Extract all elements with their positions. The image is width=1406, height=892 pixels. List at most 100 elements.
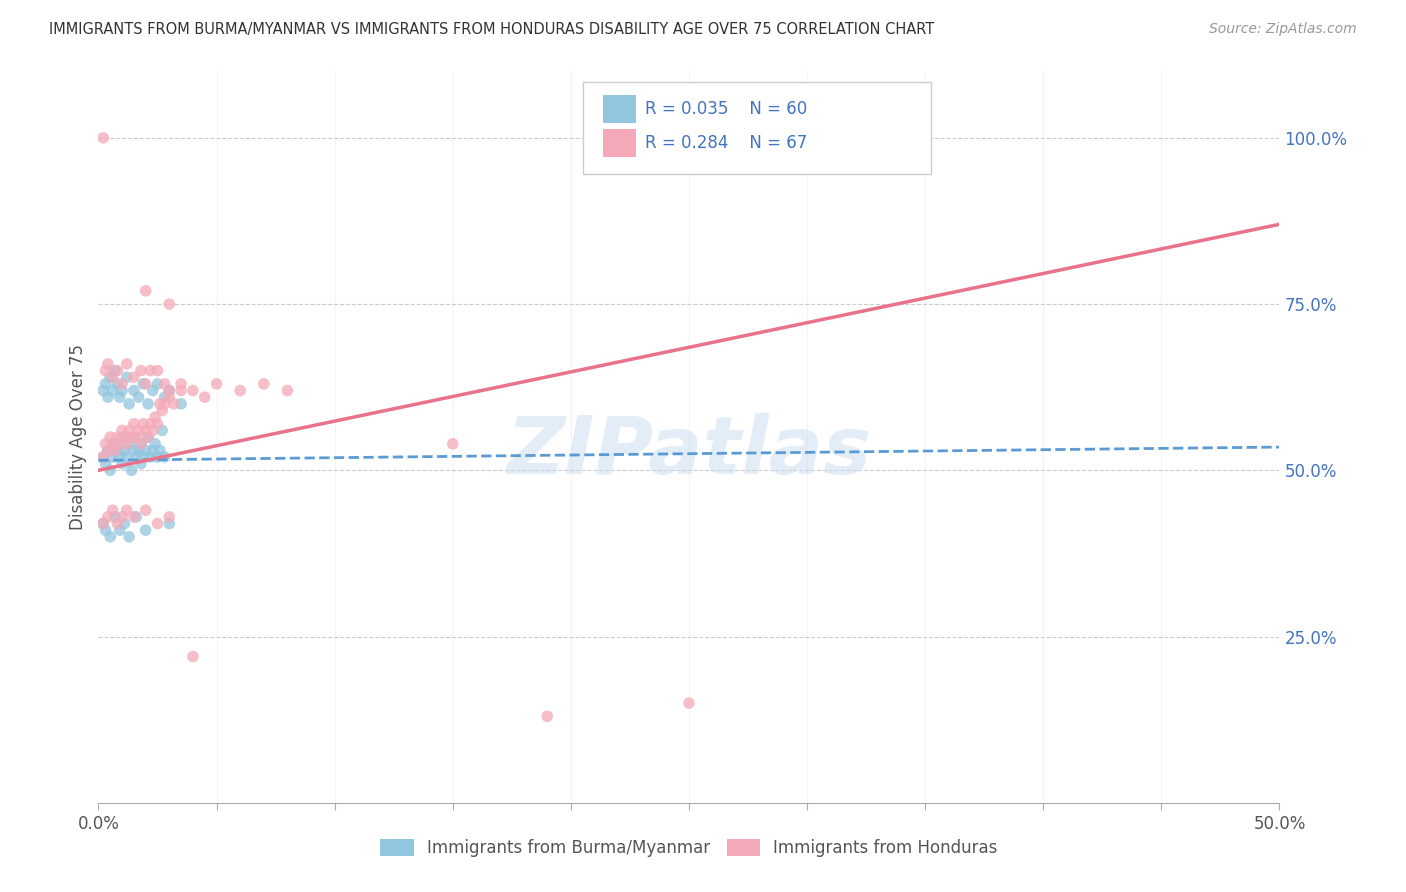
Point [146,450,169,464]
Point [125,430,148,444]
Point [170,397,193,411]
Y-axis label: Disability Age Over 75: Disability Age Over 75 [69,344,87,530]
Point [157,509,180,524]
Point [91,450,114,464]
Point [276,384,298,398]
Point [143,436,166,450]
Point [112,516,135,531]
Point [101,370,124,384]
Point [108,523,131,537]
Point [149,397,172,411]
Point [98,463,121,477]
Point [104,363,127,377]
Point [128,390,150,404]
Point [94,457,117,471]
Point [135,443,157,458]
Point [115,357,138,371]
Point [153,397,176,411]
Point [125,509,148,524]
Point [136,430,159,444]
Point [163,397,186,411]
Point [132,417,155,431]
Point [91,131,114,145]
Point [536,709,558,723]
Point [146,516,169,531]
Point [91,450,114,464]
Point [157,390,180,404]
Point [139,450,162,464]
Point [97,509,120,524]
Text: R = 0.035    N = 60: R = 0.035 N = 60 [645,100,807,118]
Point [111,430,134,444]
Point [105,443,128,458]
Point [181,384,204,398]
Point [105,376,128,391]
Point [194,390,217,404]
Point [153,376,176,391]
Point [132,450,155,464]
Point [121,430,143,444]
Text: Source: ZipAtlas.com: Source: ZipAtlas.com [1209,22,1357,37]
Point [118,436,141,450]
Point [115,370,138,384]
Point [94,523,117,537]
Point [111,376,134,391]
Point [94,363,117,377]
Point [108,450,131,464]
Point [153,450,176,464]
Point [125,450,148,464]
Point [135,376,157,391]
FancyBboxPatch shape [582,82,931,174]
Bar [603,95,636,122]
Point [157,516,180,531]
Point [91,516,114,531]
Point [129,436,152,450]
Point [111,457,134,471]
Point [91,384,114,398]
Legend: Immigrants from Burma/Myanmar, Immigrants from Honduras: Immigrants from Burma/Myanmar, Immigrant… [374,832,1004,864]
Point [170,384,193,398]
Point [122,430,145,444]
Point [253,376,276,391]
Text: IMMIGRANTS FROM BURMA/MYANMAR VS IMMIGRANTS FROM HONDURAS DISABILITY AGE OVER 75: IMMIGRANTS FROM BURMA/MYANMAR VS IMMIGRA… [49,22,935,37]
Point [132,376,155,391]
Point [111,424,134,438]
Point [112,430,135,444]
Point [115,503,138,517]
Point [146,417,169,431]
Point [146,363,169,377]
Point [98,430,121,444]
Point [104,443,127,458]
Point [129,457,152,471]
Point [150,403,173,417]
Point [135,424,157,438]
Point [135,503,157,517]
Point [122,417,145,431]
Point [97,390,120,404]
Point [129,436,152,450]
Point [229,384,252,398]
Point [108,436,131,450]
Point [115,450,138,464]
Point [129,363,152,377]
Point [441,436,464,450]
Point [170,376,193,391]
Point [122,509,145,524]
Point [157,297,180,311]
Point [143,410,166,425]
Point [111,509,134,524]
Point [153,390,176,404]
Point [97,443,120,458]
Point [142,424,165,438]
Point [105,516,128,531]
Point [118,530,141,544]
Point [139,417,162,431]
Point [101,503,124,517]
Point [678,696,700,710]
Text: ZIPatlas: ZIPatlas [506,413,872,491]
Point [105,363,128,377]
Point [142,384,165,398]
Point [136,430,159,444]
Point [150,424,173,438]
Point [101,436,124,450]
